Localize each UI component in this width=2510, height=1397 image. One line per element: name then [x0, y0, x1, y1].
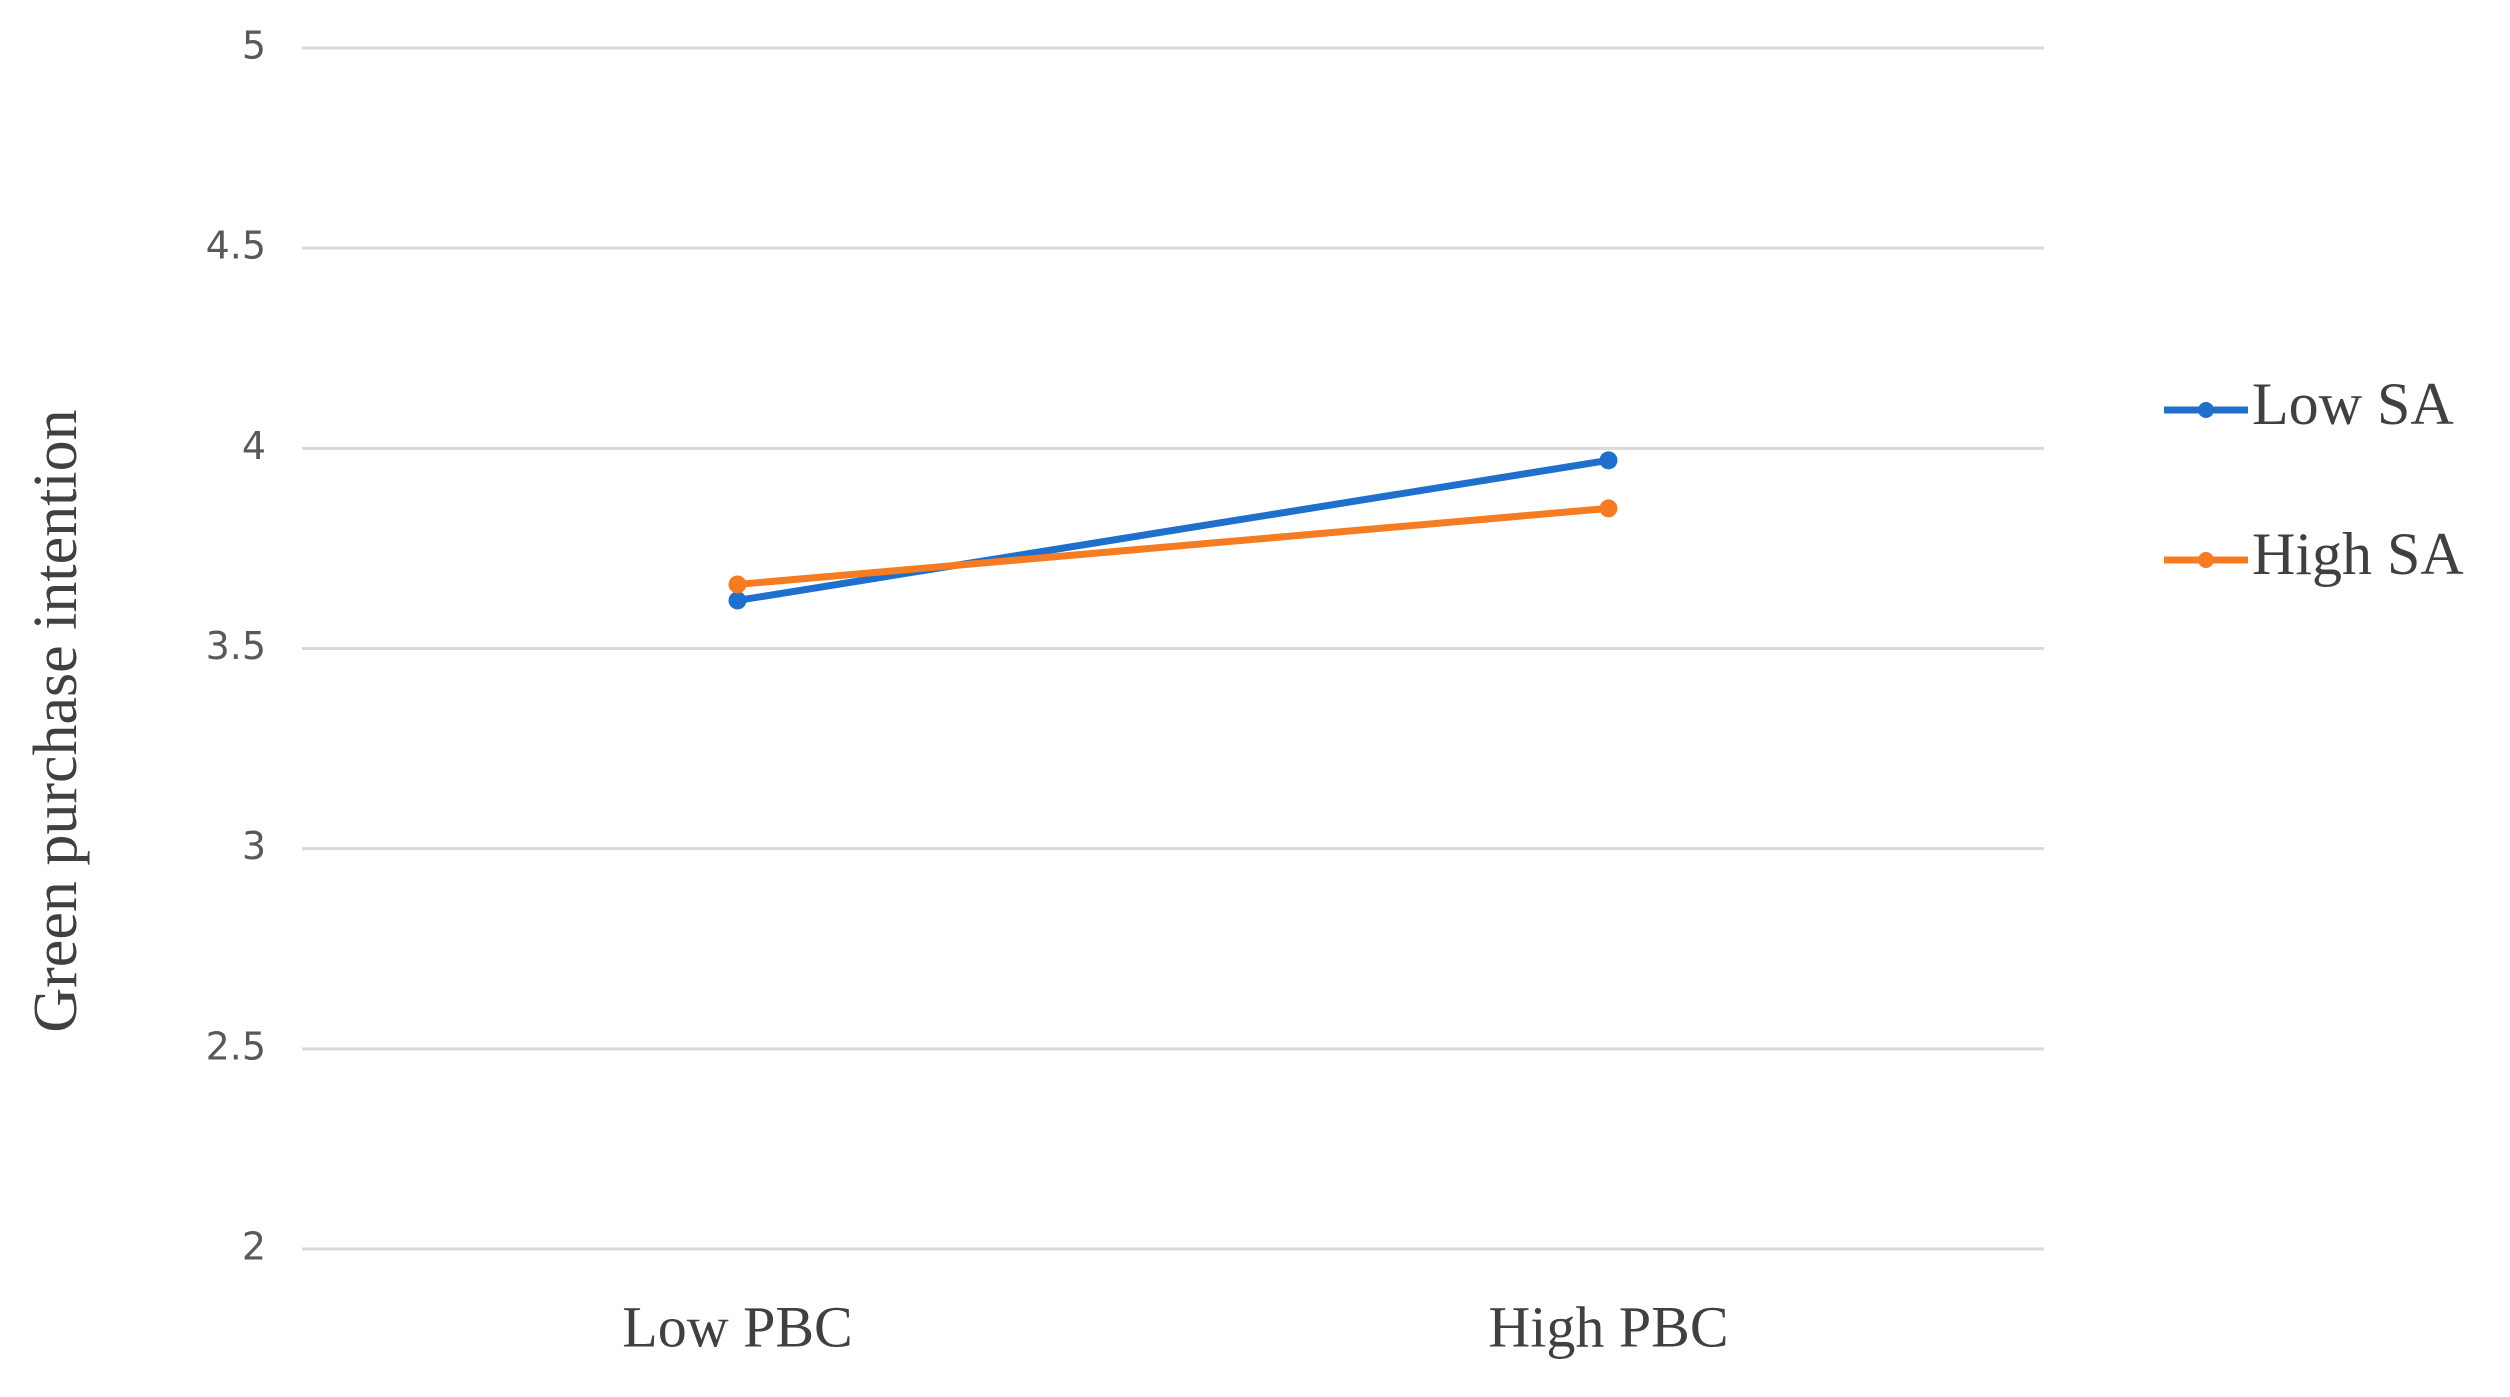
y-tick-label: 2: [242, 1225, 266, 1269]
data-point: [728, 591, 747, 610]
legend-marker: [2198, 552, 2214, 568]
y-axis-title: Green purchase intention: [22, 409, 90, 1032]
data-point: [1599, 451, 1618, 470]
y-tick-label: 5: [242, 24, 266, 68]
y-tick-label: 3.5: [206, 624, 266, 668]
series-line: [734, 456, 1612, 604]
y-tick-label: 2.5: [206, 1024, 266, 1068]
x-tick-label: High PBC: [1488, 1294, 1728, 1359]
x-tick-label: Low PBC: [622, 1294, 852, 1359]
legend-marker: [2198, 402, 2214, 418]
y-tick-label: 4: [242, 424, 266, 468]
legend-label: High SA: [2252, 521, 2464, 587]
data-point: [1599, 499, 1618, 518]
y-tick-label: 3: [242, 824, 266, 868]
data-point: [728, 575, 747, 594]
legend-label: Low SA: [2252, 371, 2454, 437]
series-line: [734, 504, 1612, 588]
y-tick-label: 4.5: [206, 224, 266, 268]
